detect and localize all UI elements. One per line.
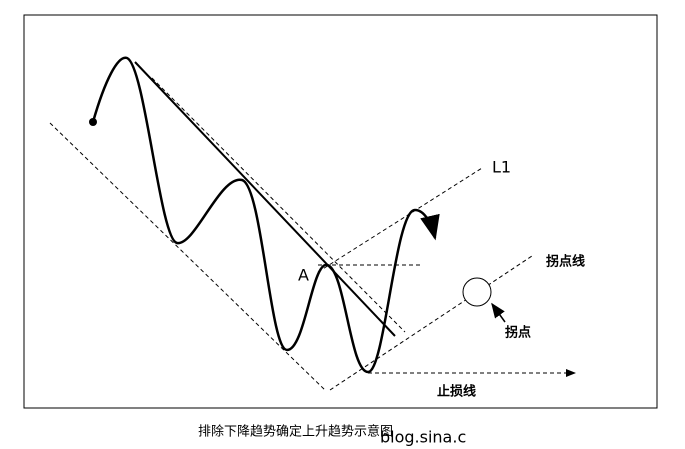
- a-label: A: [298, 266, 309, 285]
- start-dot: [89, 118, 97, 126]
- watermark: blog.sina.c: [380, 428, 466, 447]
- turn-point-circle: [462, 277, 492, 307]
- l1-label: L1: [492, 158, 511, 177]
- turn-line: [329, 255, 533, 391]
- l1-line: [317, 167, 483, 273]
- turn-point-arrow: [491, 302, 506, 323]
- caption: 排除下降趋势确定上升趋势示意图: [198, 424, 393, 440]
- upper-channel: [151, 77, 406, 333]
- trend-line: [134, 61, 396, 337]
- lower-channel: [49, 122, 326, 391]
- turn-line-label: 拐点线: [546, 254, 585, 270]
- turn-point-label: 拐点: [505, 325, 531, 341]
- frame: [23, 14, 658, 409]
- stop-line-label: 止损线: [437, 384, 476, 400]
- price-wave: [91, 56, 440, 374]
